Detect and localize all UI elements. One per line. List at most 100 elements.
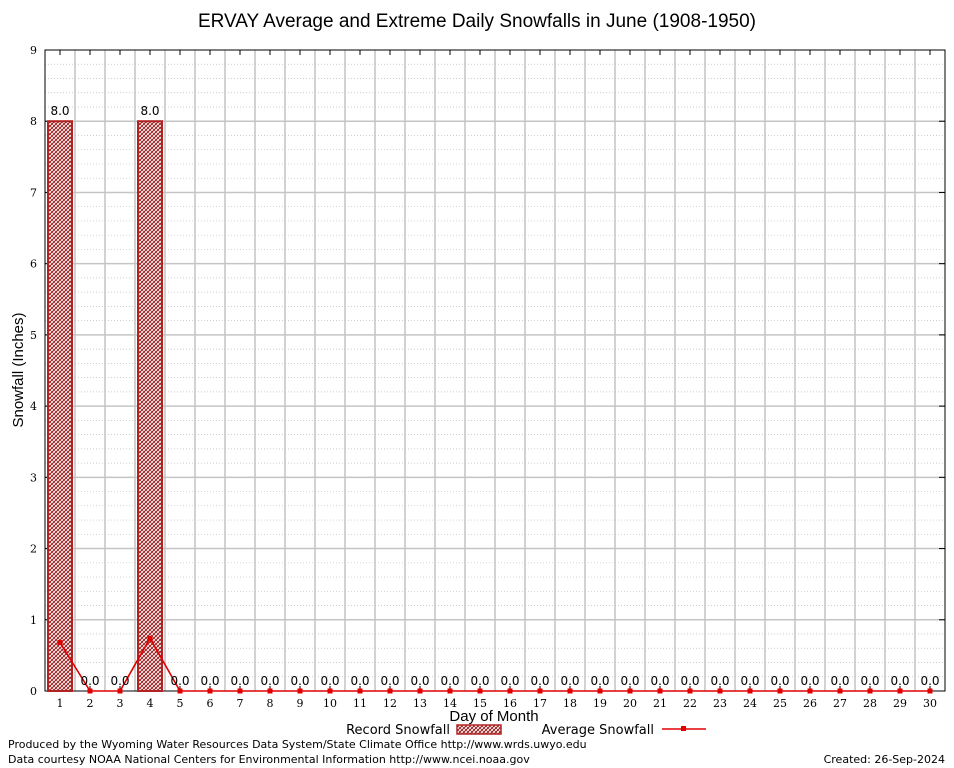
average-point: [717, 688, 723, 694]
footer-produced-by: Produced by the Wyoming Water Resources …: [8, 738, 587, 751]
legend-record-label: Record Snowfall: [346, 723, 450, 738]
average-point: [747, 688, 753, 694]
x-tick-label: 27: [833, 697, 847, 710]
x-tick-label: 9: [297, 697, 304, 710]
x-tick-label: 20: [623, 697, 637, 710]
y-tick-label: 9: [30, 44, 37, 57]
x-tick-label: 13: [413, 697, 427, 710]
bar-value-label: 0.0: [800, 674, 819, 688]
x-tick-label: 18: [563, 697, 577, 710]
average-snowfall-line: [57, 635, 933, 694]
x-tick-label: 15: [473, 697, 487, 710]
x-tick-label: 7: [237, 697, 244, 710]
average-point: [477, 688, 483, 694]
average-point: [207, 688, 213, 694]
average-point: [777, 688, 783, 694]
legend-record-swatch: [456, 724, 502, 735]
bar-value-label: 0.0: [200, 674, 219, 688]
average-point: [867, 688, 873, 694]
record-bar: [47, 120, 73, 692]
bar-value-label: 0.0: [290, 674, 309, 688]
average-point: [177, 688, 183, 694]
average-point: [537, 688, 543, 694]
x-tick-label: 14: [443, 697, 457, 710]
bar-value-label: 0.0: [740, 674, 759, 688]
bar-value-label: 0.0: [560, 674, 579, 688]
legend-average-label: Average Snowfall: [542, 723, 654, 738]
x-tick-label: 10: [323, 697, 337, 710]
x-tick-label: 4: [147, 697, 154, 710]
average-point: [837, 688, 843, 694]
average-point: [147, 635, 153, 641]
average-point: [657, 688, 663, 694]
y-tick-label: 5: [30, 329, 37, 342]
footer-created-date: Created: 26-Sep-2024: [824, 753, 945, 766]
y-tick-label: 6: [30, 258, 37, 271]
average-point: [57, 640, 63, 646]
bar-value-label: 8.0: [50, 104, 69, 118]
x-tick-label: 17: [533, 697, 547, 710]
average-point: [417, 688, 423, 694]
x-tick-label: 6: [207, 697, 214, 710]
x-tick-label: 23: [713, 697, 727, 710]
x-tick-label: 11: [353, 697, 367, 710]
bar-value-label: 0.0: [830, 674, 849, 688]
x-tick-label: 3: [117, 697, 124, 710]
bar-value-label: 0.0: [260, 674, 279, 688]
bar-value-label: 0.0: [350, 674, 369, 688]
record-snowfall-bars: [47, 120, 163, 692]
bar-value-label: 8.0: [140, 104, 159, 118]
x-tick-label: 1: [57, 697, 64, 710]
bar-value-label: 0.0: [530, 674, 549, 688]
x-tick-label: 21: [653, 697, 667, 710]
average-point: [117, 688, 123, 694]
x-tick-label: 26: [803, 697, 817, 710]
record-bar: [137, 120, 163, 692]
average-line-path: [59, 636, 930, 692]
x-tick-label: 28: [863, 697, 877, 710]
x-tick-label: 2: [87, 697, 94, 710]
y-tick-label: 2: [30, 543, 37, 556]
x-axis-label: Day of Month: [449, 708, 538, 725]
y-axis-ticks: 0 1 2 3 4 5 6 7 8 9: [30, 44, 945, 698]
y-tick-label: 3: [30, 471, 37, 484]
average-point: [447, 688, 453, 694]
footer-data-courtesy: Data courtesy NOAA National Centers for …: [8, 753, 530, 766]
bar-value-label: 0.0: [680, 674, 699, 688]
average-point: [237, 688, 243, 694]
bar-value-label: 0.0: [80, 674, 99, 688]
average-point: [297, 688, 303, 694]
average-point: [87, 688, 93, 694]
average-point: [357, 688, 363, 694]
bar-value-label: 0.0: [230, 674, 249, 688]
bar-value-label: 0.0: [170, 674, 189, 688]
average-point: [567, 688, 573, 694]
legend: Record Snowfall Average Snowfall: [346, 723, 706, 738]
x-tick-label: 5: [177, 697, 184, 710]
x-axis-ticks: 1 2 3 4 5 6 7 8 9 10 11 12 13 14 15 16 17 18 19 20 21 22 23 24 2…: [57, 50, 937, 710]
bar-value-label: 0.0: [710, 674, 729, 688]
bar-value-labels: 8.0 0.0 0.0 8.0 0.0 0.0 0.0 0.0 0.0 0.0 0.0 0.0 0.0 0…: [50, 104, 939, 688]
bar-value-label: 0.0: [110, 674, 129, 688]
bar-value-label: 0.0: [650, 674, 669, 688]
y-tick-label: 8: [30, 115, 37, 128]
bar-value-label: 0.0: [470, 674, 489, 688]
average-point: [597, 688, 603, 694]
y-tick-label: 0: [30, 685, 37, 698]
average-point: [627, 688, 633, 694]
y-axis-label: Snowfall (Inches): [10, 312, 27, 427]
legend-average-marker: [681, 726, 686, 731]
average-point: [507, 688, 513, 694]
x-tick-label: 8: [267, 697, 274, 710]
x-tick-label: 29: [893, 697, 907, 710]
bar-value-label: 0.0: [890, 674, 909, 688]
average-point: [687, 688, 693, 694]
bar-value-label: 0.0: [500, 674, 519, 688]
x-tick-label: 24: [743, 697, 757, 710]
bar-value-label: 0.0: [440, 674, 459, 688]
y-tick-label: 1: [30, 614, 37, 627]
bar-value-label: 0.0: [920, 674, 939, 688]
x-tick-label: 22: [683, 697, 697, 710]
bar-value-label: 0.0: [860, 674, 879, 688]
